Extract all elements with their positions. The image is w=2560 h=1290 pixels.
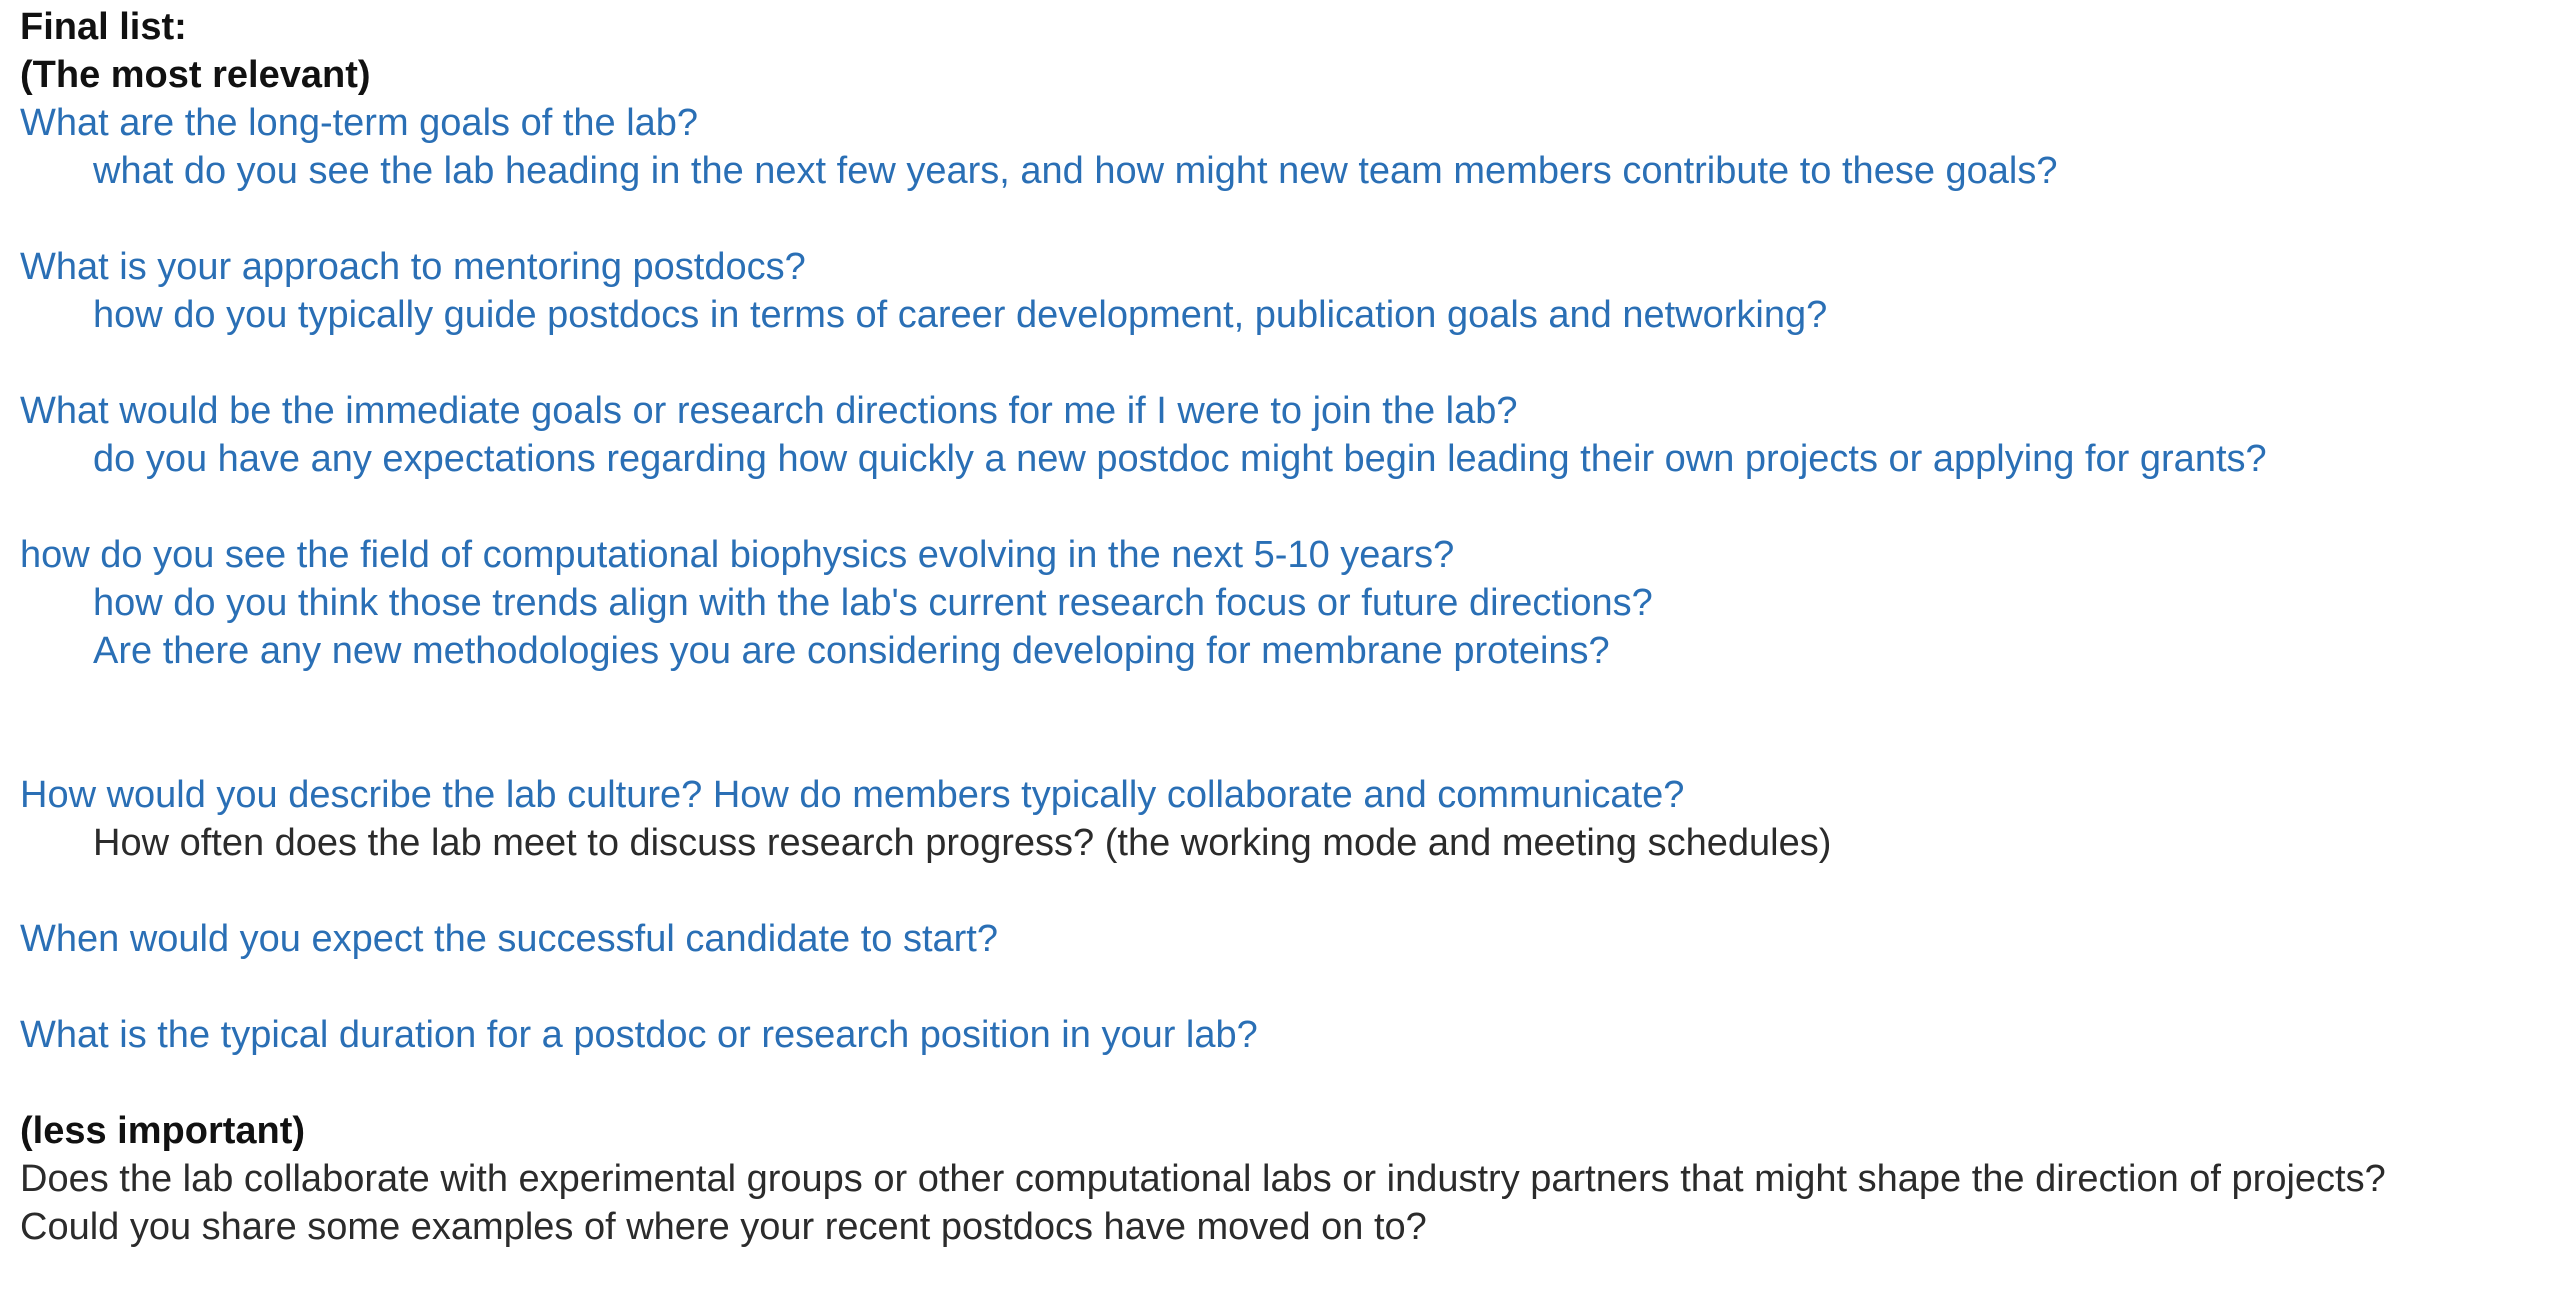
followup-meeting-schedule: How often does the lab meet to discuss r… [93, 822, 1832, 864]
section-heading-most-relevant: (The most relevant) [20, 54, 371, 96]
spacer [20, 483, 2560, 531]
question-mentoring: What is your approach to mentoring postd… [20, 246, 806, 288]
question-field-evolution: how do you see the field of computationa… [20, 534, 1455, 576]
question-position-duration: What is the typical duration for a postd… [20, 1014, 1258, 1056]
question-immediate-goals: What would be the immediate goals or res… [20, 390, 1518, 432]
spacer [20, 1059, 2560, 1107]
question-lab-culture: How would you describe the lab culture? … [20, 774, 1685, 816]
question-collaborations: Does the lab collaborate with experiment… [20, 1158, 2386, 1200]
followup-expectations: do you have any expectations regarding h… [93, 438, 2267, 480]
spacer [20, 675, 2560, 771]
followup-career-guidance: how do you typically guide postdocs in t… [93, 294, 1828, 336]
spacer [20, 339, 2560, 387]
followup-trends-alignment: how do you think those trends align with… [93, 582, 1653, 624]
question-start-date: When would you expect the successful can… [20, 918, 998, 960]
spacer [20, 963, 2560, 1011]
followup-lab-heading: what do you see the lab heading in the n… [93, 150, 2058, 192]
list-title: Final list: [20, 6, 187, 48]
followup-new-methodologies: Are there any new methodologies you are … [93, 630, 1610, 672]
section-heading-less-important: (less important) [20, 1110, 306, 1152]
spacer [20, 867, 2560, 915]
question-long-term-goals: What are the long-term goals of the lab? [20, 102, 699, 144]
spacer [20, 195, 2560, 243]
question-postdoc-outcomes: Could you share some examples of where y… [20, 1206, 1427, 1248]
